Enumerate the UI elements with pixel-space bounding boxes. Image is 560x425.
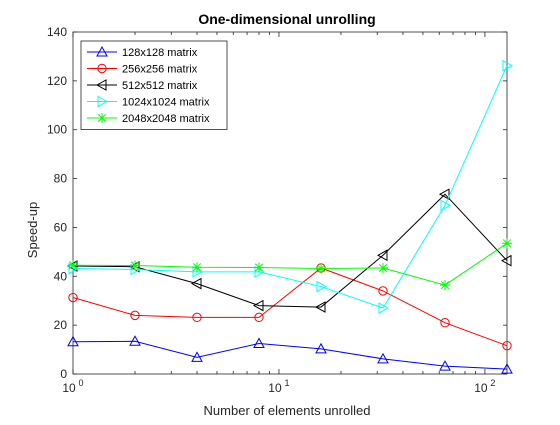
x-tick-label: 10 [62,381,76,395]
marker-triangle-up [501,363,513,374]
y-tick-label: 80 [54,172,68,186]
y-tick-label: 120 [47,74,67,88]
marker-asterisk [97,113,107,123]
marker-circle [97,63,107,74]
marker-asterisk [502,238,512,249]
marker-asterisk [254,262,264,273]
marker-triangle-left [95,79,107,91]
legend-item: 2048x2048 matrix [87,113,210,125]
marker-asterisk [68,260,78,271]
marker-triangle-up [67,335,79,347]
marker-triangle-right [97,95,109,108]
legend-item: 128x128 matrix [87,45,198,59]
x-axis-label: Number of elements unrolled [204,403,371,418]
marker-triangle-left [252,299,264,312]
series-line [72,65,508,309]
marker-triangle-up [191,351,203,362]
series-line [72,267,508,347]
marker-circle [192,312,202,323]
marker-triangle-up [439,360,451,371]
legend-item: 512x512 matrix [87,79,198,92]
marker-asterisk [378,262,388,273]
y-tick-label: 20 [54,318,68,332]
marker-triangle-right [440,199,452,212]
legend-item: 256x256 matrix [87,64,198,76]
legend-label: 128x128 matrix [122,47,198,59]
marker-triangle-left [438,188,450,201]
series-5 [68,238,512,291]
chart-title: One-dimensional unrolling [198,11,375,27]
y-tick-label: 40 [54,269,68,283]
marker-triangle-up [129,335,141,346]
x-tick-label: 10 [268,381,282,395]
series-1 [67,335,513,374]
marker-circle [254,312,264,323]
x-tick-label-exponent: 0 [78,378,83,388]
marker-triangle-left [500,254,512,267]
legend: 128x128 matrix 256x256 matrix 512x512 matr… [80,40,228,130]
marker-triangle-right [316,280,328,293]
marker-triangle-right [502,59,514,72]
marker-triangle-left [376,249,388,262]
marker-circle [502,340,512,351]
marker-asterisk [192,262,202,273]
marker-circle [68,292,78,303]
y-tick-label: 140 [47,25,67,39]
x-tick-label: 10 [474,381,488,395]
marker-asterisk [130,260,140,271]
y-tick-label: 60 [54,220,68,234]
series-line [72,340,508,370]
marker-asterisk [316,263,326,274]
marker-circle [378,286,388,296]
x-tick-label-exponent: 2 [490,378,495,388]
marker-triangle-left [190,277,202,290]
marker-triangle-up [96,45,108,57]
marker-triangle-up [315,342,327,354]
y-tick-label: 100 [47,123,67,137]
marker-triangle-right [378,302,390,314]
marker-triangle-up [377,352,389,364]
series-line [72,242,508,286]
legend-label: 256x256 matrix [122,64,198,76]
y-tick-label: 0 [60,367,67,381]
legend-label: 512x512 matrix [122,80,198,92]
marker-circle [130,310,140,321]
x-tick-label-exponent: 1 [284,378,289,388]
marker-triangle-left [314,301,326,313]
marker-asterisk [440,280,450,291]
legend-label: 2048x2048 matrix [122,113,210,125]
legend-label: 1024x1024 matrix [122,97,210,109]
marker-triangle-up [253,337,265,348]
legend-item: 1024x1024 matrix [87,95,210,109]
y-axis-label: Speed-up [25,202,40,258]
marker-circle [440,318,450,328]
